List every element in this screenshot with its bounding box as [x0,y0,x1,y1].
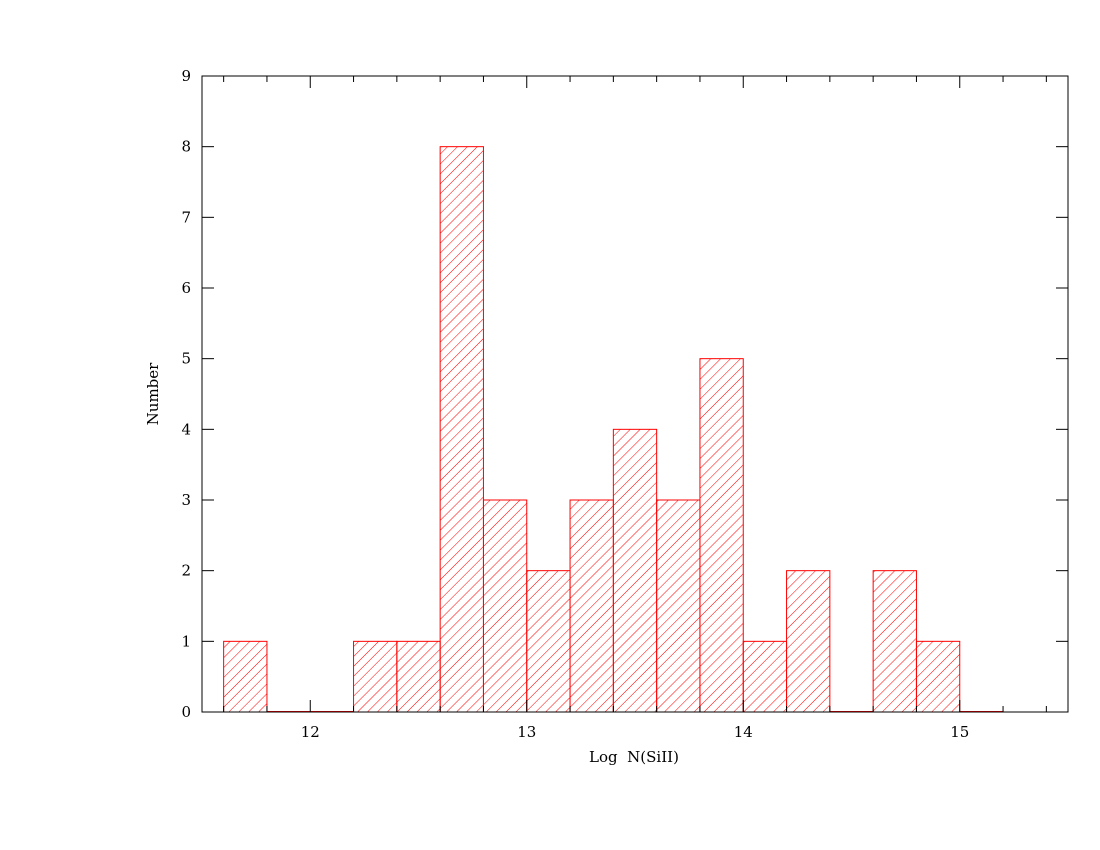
x-tick-label: 15 [950,723,969,741]
bars-layer [223,146,1004,713]
y-tick-label: 0 [181,703,191,721]
y-tick-label: 8 [181,138,191,156]
histogram-bar [569,499,614,713]
x-tick-label: 13 [517,723,536,741]
y-tick-label: 6 [181,279,191,297]
x-tick-label: 14 [734,723,753,741]
y-tick-label: 1 [181,632,191,650]
x-axis-label: Log N(SiII) [589,748,679,766]
histogram-bar [396,640,441,713]
labels-layer: Log N(SiII) Number [144,362,679,766]
histogram-bar [786,570,831,713]
y-tick-label: 3 [181,491,191,509]
x-tick-label: 12 [301,723,320,741]
histogram-bar [353,640,398,713]
y-tick-label: 4 [181,420,191,438]
histogram-bar [742,640,788,713]
y-tick-label: 9 [181,67,191,85]
histogram-bar [223,640,268,713]
y-tick-label: 7 [181,208,191,226]
histogram-bar [915,640,961,713]
histogram-bar [439,146,484,713]
y-tick-label: 2 [181,562,191,580]
histogram-bar [872,570,917,713]
histogram-bar [612,428,658,713]
histogram-bar [482,499,528,713]
histogram-bar [526,570,571,713]
histogram-bar [699,358,744,713]
y-axis-label: Number [144,362,162,425]
plot-frame [201,75,1069,713]
histogram-bar [656,499,701,713]
y-tick-label: 5 [181,350,191,368]
